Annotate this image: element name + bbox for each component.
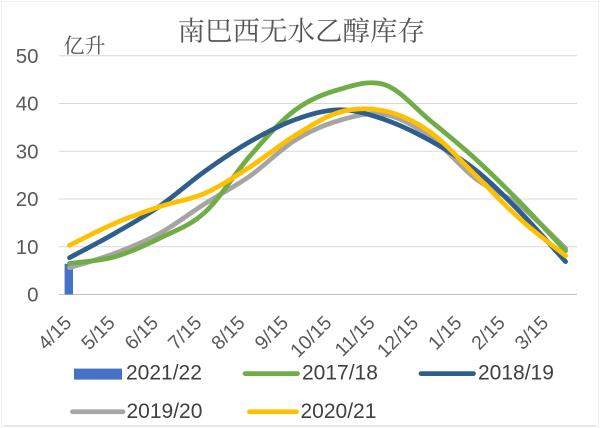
svg-text:2018/19: 2018/19 [478, 362, 554, 385]
svg-text:50: 50 [16, 45, 39, 68]
svg-text:2017/18: 2017/18 [302, 362, 378, 385]
svg-text:40: 40 [16, 93, 39, 116]
svg-text:2020/21: 2020/21 [301, 400, 377, 423]
svg-text:2021/22: 2021/22 [126, 362, 202, 385]
svg-text:30: 30 [16, 140, 39, 163]
svg-text:10: 10 [16, 236, 39, 259]
svg-text:2019/20: 2019/20 [127, 400, 203, 423]
svg-text:20: 20 [16, 188, 39, 211]
svg-text:0: 0 [27, 284, 38, 307]
